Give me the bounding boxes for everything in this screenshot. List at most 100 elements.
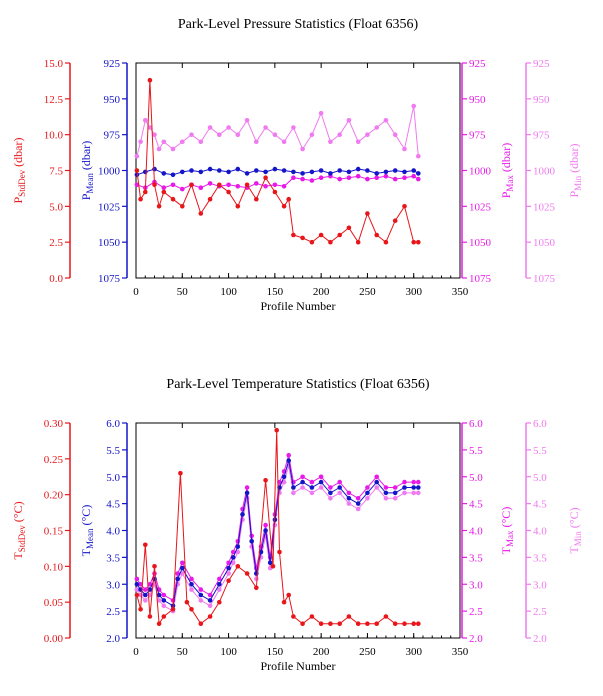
- point-PMean: [180, 169, 185, 175]
- point-PMin: [235, 132, 241, 137]
- mean-tick-label: 1025: [98, 201, 121, 213]
- point-TStdDev: [226, 578, 231, 583]
- point-PMin: [337, 132, 343, 137]
- point-TMax: [374, 474, 380, 480]
- point-PMin: [309, 132, 315, 137]
- point-TMin: [365, 496, 370, 501]
- point-PMean: [207, 166, 213, 172]
- x-tick-label: 350: [452, 286, 469, 298]
- point-PMean: [309, 169, 315, 175]
- std-tick-label: 5.0: [49, 201, 63, 213]
- point-PMean: [244, 171, 250, 176]
- mean-axis-label-unit: (dbar): [79, 141, 93, 173]
- point-PMean: [253, 168, 259, 173]
- point-TStdDev: [402, 621, 407, 626]
- point-PMax: [392, 176, 398, 182]
- point-TMin: [207, 603, 213, 609]
- point-TMin: [416, 490, 421, 496]
- point-PMean: [355, 166, 361, 172]
- point-PMax: [318, 175, 324, 180]
- min-axis-label: PMin (dbar): [567, 143, 583, 197]
- point-TMax: [180, 560, 185, 566]
- point-TMax: [217, 576, 222, 582]
- std-axis-label-main: P: [11, 197, 25, 204]
- point-PMin: [253, 139, 259, 145]
- point-PMax: [253, 181, 259, 186]
- point-PMax: [207, 181, 213, 186]
- point-PMean: [281, 168, 287, 173]
- point-PMin: [328, 139, 333, 145]
- point-PMin: [272, 132, 278, 137]
- point-PMax: [134, 182, 140, 188]
- point-PStdDev: [355, 239, 361, 245]
- point-PMax: [291, 175, 296, 180]
- series-line-TStdDev: [136, 430, 419, 626]
- point-TMax: [189, 576, 194, 582]
- std-axis-label-unit: (dbar): [11, 137, 25, 169]
- min-axis-label-unit: (dbar): [567, 143, 581, 175]
- point-PMin: [300, 146, 305, 152]
- point-PMax: [272, 182, 278, 188]
- min-y-axis: 2.0 2.5 3.0 3.5 4.0 4.5 5.0 5.5 6.0 TMin (°C): [525, 418, 583, 645]
- point-PStdDev: [416, 239, 421, 245]
- std-tick-label: 10.0: [44, 130, 64, 142]
- std-axis-label-sub: StdDev: [17, 169, 27, 197]
- std-tick-label: 0.15: [44, 526, 64, 538]
- point-PMean: [226, 169, 231, 175]
- point-PMax: [337, 176, 343, 182]
- point-TMean: [337, 485, 343, 490]
- mean-tick-label: 925: [104, 58, 121, 70]
- max-tick-label: 3.0: [469, 579, 483, 591]
- point-TStdDev: [156, 621, 162, 626]
- point-PMax: [180, 186, 185, 192]
- point-PMax: [170, 182, 176, 188]
- min-tick-label: 4.5: [533, 499, 547, 511]
- point-PStdDev: [263, 175, 268, 180]
- point-PMin: [411, 103, 417, 109]
- mean-tick-label: 950: [104, 94, 121, 106]
- max-tick-label: 950: [469, 94, 486, 106]
- point-TMean: [309, 485, 315, 490]
- series-TMax: [134, 453, 421, 603]
- std-y-axis: 0.0 2.5 5.0 7.5 10.0 12.5 15.0 PStdDev (dbar): [11, 58, 71, 285]
- max-axis-label-sub: Max: [505, 530, 515, 547]
- point-PStdDev: [286, 196, 292, 202]
- point-TMax: [402, 479, 407, 485]
- point-TMean: [416, 485, 421, 490]
- point-PStdDev: [291, 232, 296, 238]
- point-PMean: [328, 171, 333, 176]
- point-TStdDev: [318, 621, 324, 626]
- x-tick-label: 0: [133, 286, 139, 298]
- point-PMean: [235, 166, 241, 172]
- point-TMean: [383, 490, 389, 496]
- point-PMin: [365, 132, 370, 137]
- point-TStdDev: [274, 427, 280, 433]
- point-TMean: [267, 560, 273, 566]
- x-tick-label: 0: [133, 646, 139, 658]
- min-axis-label-unit: (°C): [567, 507, 581, 531]
- series-PStdDev: [134, 77, 421, 245]
- series-PMean: [134, 166, 421, 178]
- std-tick-label: 2.5: [49, 237, 63, 249]
- std-tick-label: 0.10: [44, 561, 64, 573]
- point-TMin: [328, 496, 333, 501]
- point-PStdDev: [180, 204, 185, 209]
- point-TMax: [286, 453, 292, 458]
- point-TMean: [189, 582, 194, 587]
- point-TStdDev: [253, 585, 259, 591]
- min-tick-label: 2.0: [533, 633, 547, 645]
- mean-axis-label-sub: Mean: [85, 173, 95, 194]
- point-TMin: [198, 598, 204, 603]
- min-tick-label: 1050: [533, 237, 556, 249]
- std-tick-label: 0.00: [44, 633, 64, 645]
- mean-tick-label: 2.5: [106, 606, 120, 618]
- min-tick-label: 5.5: [533, 445, 547, 457]
- point-PStdDev: [207, 196, 213, 202]
- point-TStdDev: [189, 607, 194, 612]
- point-PMean: [374, 171, 380, 176]
- point-PMean: [365, 168, 370, 173]
- max-axis-label-main: T: [499, 546, 513, 554]
- point-TMin: [143, 598, 148, 603]
- point-TStdDev: [198, 621, 204, 626]
